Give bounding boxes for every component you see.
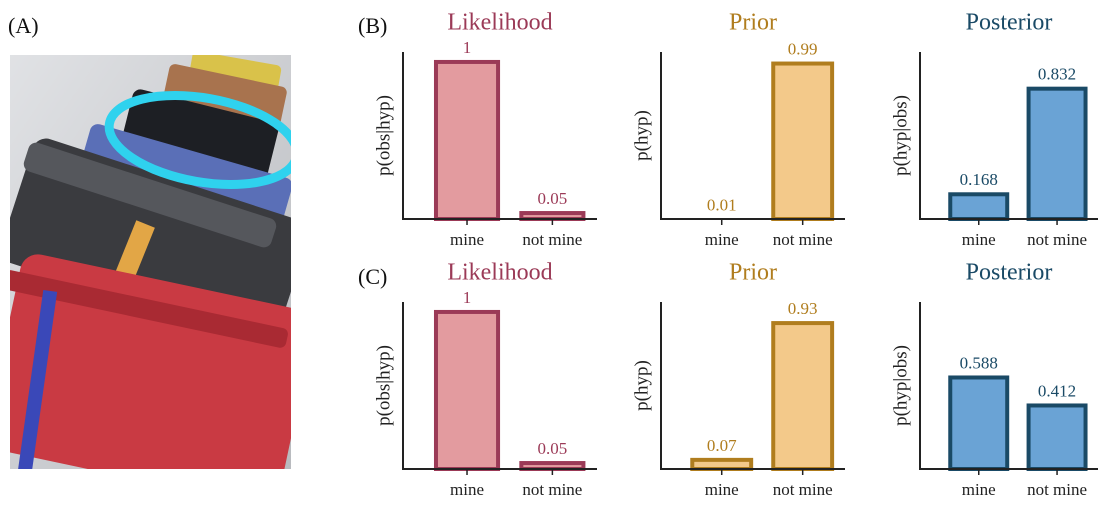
value-label: 0.93: [788, 299, 818, 318]
luggage-photo: [0, 50, 318, 502]
x-tick-label: mine: [962, 230, 996, 249]
x-tick-label: mine: [450, 480, 484, 499]
value-label: 0.05: [538, 189, 568, 208]
chart-title: Likelihood: [447, 260, 552, 286]
x-tick-label: mine: [450, 230, 484, 249]
bar: [950, 377, 1007, 469]
value-label: 0.07: [707, 436, 737, 455]
value-label: 0.05: [538, 439, 568, 458]
x-tick-label: not mine: [1027, 230, 1087, 249]
y-axis-label: p(hyp|obs): [890, 95, 911, 176]
chart-title: Prior: [729, 10, 777, 36]
y-axis-label: p(obs|hyp): [373, 345, 394, 426]
value-label: 0.588: [960, 353, 998, 372]
x-tick-label: mine: [705, 230, 739, 249]
panel-label: (B): [358, 13, 387, 38]
bar: [436, 62, 498, 219]
panel-label: (A): [8, 13, 39, 38]
value-label: 0.412: [1038, 381, 1076, 400]
y-axis-label: p(hyp): [631, 360, 652, 411]
chart-title: Likelihood: [447, 10, 552, 36]
bar: [773, 323, 832, 469]
y-axis-label: p(hyp): [631, 110, 652, 161]
chart-title: Prior: [729, 260, 777, 286]
chart-title: Posterior: [966, 260, 1053, 286]
value-label: 0.832: [1038, 65, 1076, 84]
value-label: 1: [463, 288, 472, 307]
bar: [773, 64, 832, 219]
value-label: 0.99: [788, 39, 818, 58]
bar: [436, 312, 498, 469]
value-label: 1: [463, 38, 472, 57]
x-tick-label: mine: [705, 480, 739, 499]
x-tick-label: not mine: [773, 230, 833, 249]
value-label: 0.168: [960, 170, 998, 189]
y-axis-label: p(hyp|obs): [890, 345, 911, 426]
bar: [1029, 405, 1086, 469]
x-tick-label: mine: [962, 480, 996, 499]
value-label: 0.01: [707, 195, 737, 214]
x-tick-label: not mine: [1027, 480, 1087, 499]
panel-label: (C): [358, 264, 387, 289]
bar: [692, 460, 751, 469]
bar: [950, 194, 1007, 219]
x-tick-label: not mine: [522, 480, 582, 499]
y-axis-label: p(obs|hyp): [373, 95, 394, 176]
figure: (A) (B) (C) Likelihood p(obs|hyp) 1 mine 0.0…: [0, 0, 1099, 502]
x-tick-label: not mine: [522, 230, 582, 249]
chart-title: Posterior: [966, 10, 1053, 36]
bar: [1029, 89, 1086, 219]
x-tick-label: not mine: [773, 480, 833, 499]
